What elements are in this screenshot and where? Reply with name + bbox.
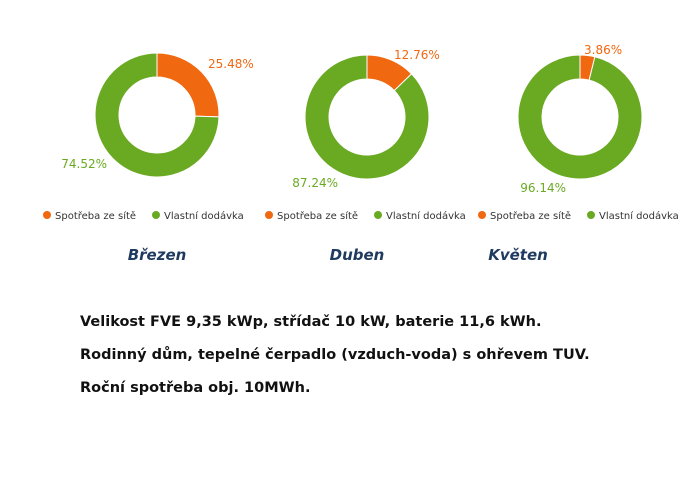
data-label-duben-vlastni: 87.24% bbox=[292, 176, 338, 190]
legend-marker-duben-spotreba bbox=[265, 211, 273, 219]
data-label-kveten-vlastni: 96.14% bbox=[520, 181, 566, 195]
slice-duben-vlastni bbox=[304, 54, 430, 180]
data-label-brezen-spotreba: 25.48% bbox=[208, 57, 254, 71]
description-line-2: Rodinný dům, tepelné čerpadlo (vzduch-vo… bbox=[80, 347, 590, 363]
legend-label-kveten-spotreba: Spotřeba ze sítě bbox=[490, 210, 571, 222]
month-label-duben: Duben bbox=[329, 246, 385, 264]
data-label-duben-spotreba: 12.76% bbox=[394, 48, 440, 62]
legend-label-kveten-vlastni: Vlastní dodávka bbox=[599, 210, 679, 222]
description-line-1: Velikost FVE 9,35 kWp, střídač 10 kW, ba… bbox=[80, 314, 542, 330]
slice-brezen-vlastni bbox=[94, 52, 220, 178]
legend-marker-kveten-vlastni bbox=[587, 211, 595, 219]
month-label-kveten: Květen bbox=[488, 246, 548, 264]
data-label-kveten-spotreba: 3.86% bbox=[584, 43, 622, 57]
legend-marker-brezen-vlastni bbox=[152, 211, 160, 219]
legend-label-duben-spotreba: Spotřeba ze sítě bbox=[277, 210, 358, 222]
legend-marker-duben-vlastni bbox=[374, 211, 382, 219]
legend-label-brezen-spotreba: Spotřeba ze sítě bbox=[55, 210, 136, 222]
description-line-3: Roční spotřeba obj. 10MWh. bbox=[80, 380, 311, 396]
legend-marker-kveten-spotreba bbox=[478, 211, 486, 219]
month-label-brezen: Březen bbox=[127, 246, 187, 264]
donut-charts: 25.48% 74.52% Spotřeba ze sítě Vlastní dodá… bbox=[43, 43, 679, 222]
data-label-brezen-vlastni: 74.52% bbox=[61, 157, 107, 171]
legend-label-brezen-vlastni: Vlastní dodávka bbox=[164, 210, 244, 222]
legend-marker-brezen-spotreba bbox=[43, 211, 51, 219]
slice-kveten-vlastni bbox=[517, 54, 643, 180]
legend-label-duben-vlastni: Vlastní dodávka bbox=[386, 210, 466, 222]
